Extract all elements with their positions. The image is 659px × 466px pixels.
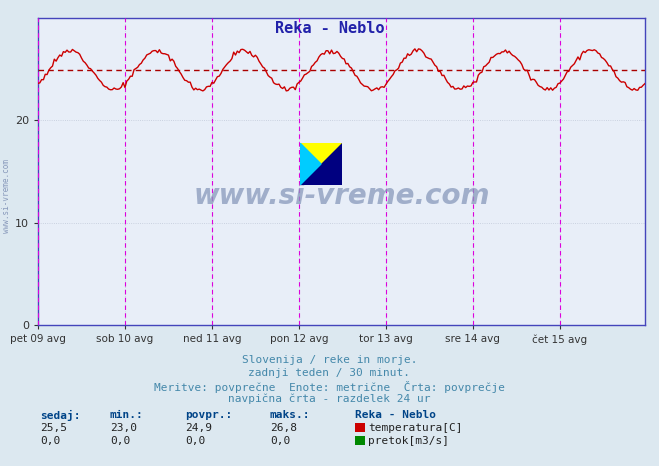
Text: 0,0: 0,0 [185, 436, 205, 446]
Text: sedaj:: sedaj: [40, 410, 80, 421]
Text: 23,0: 23,0 [110, 423, 137, 433]
Text: 25,5: 25,5 [40, 423, 67, 433]
Text: Reka - Neblo: Reka - Neblo [275, 21, 384, 36]
Polygon shape [300, 143, 342, 185]
Text: povpr.:: povpr.: [185, 410, 232, 420]
Text: pretok[m3/s]: pretok[m3/s] [368, 436, 449, 446]
Text: www.si-vreme.com: www.si-vreme.com [2, 159, 11, 233]
Text: 0,0: 0,0 [40, 436, 60, 446]
Text: 26,8: 26,8 [270, 423, 297, 433]
Text: navpična črta - razdelek 24 ur: navpična črta - razdelek 24 ur [228, 394, 431, 404]
Text: 0,0: 0,0 [110, 436, 130, 446]
Text: 0,0: 0,0 [270, 436, 290, 446]
Text: Meritve: povprečne  Enote: metrične  Črta: povprečje: Meritve: povprečne Enote: metrične Črta:… [154, 381, 505, 393]
Polygon shape [300, 143, 321, 185]
Text: min.:: min.: [110, 410, 144, 420]
Text: Slovenija / reke in morje.: Slovenija / reke in morje. [242, 355, 417, 365]
Text: Reka - Neblo: Reka - Neblo [355, 410, 436, 420]
Text: maks.:: maks.: [270, 410, 310, 420]
Polygon shape [300, 143, 342, 185]
Text: temperatura[C]: temperatura[C] [368, 423, 463, 433]
Text: zadnji teden / 30 minut.: zadnji teden / 30 minut. [248, 368, 411, 378]
Text: www.si-vreme.com: www.si-vreme.com [193, 182, 490, 210]
Text: 24,9: 24,9 [185, 423, 212, 433]
